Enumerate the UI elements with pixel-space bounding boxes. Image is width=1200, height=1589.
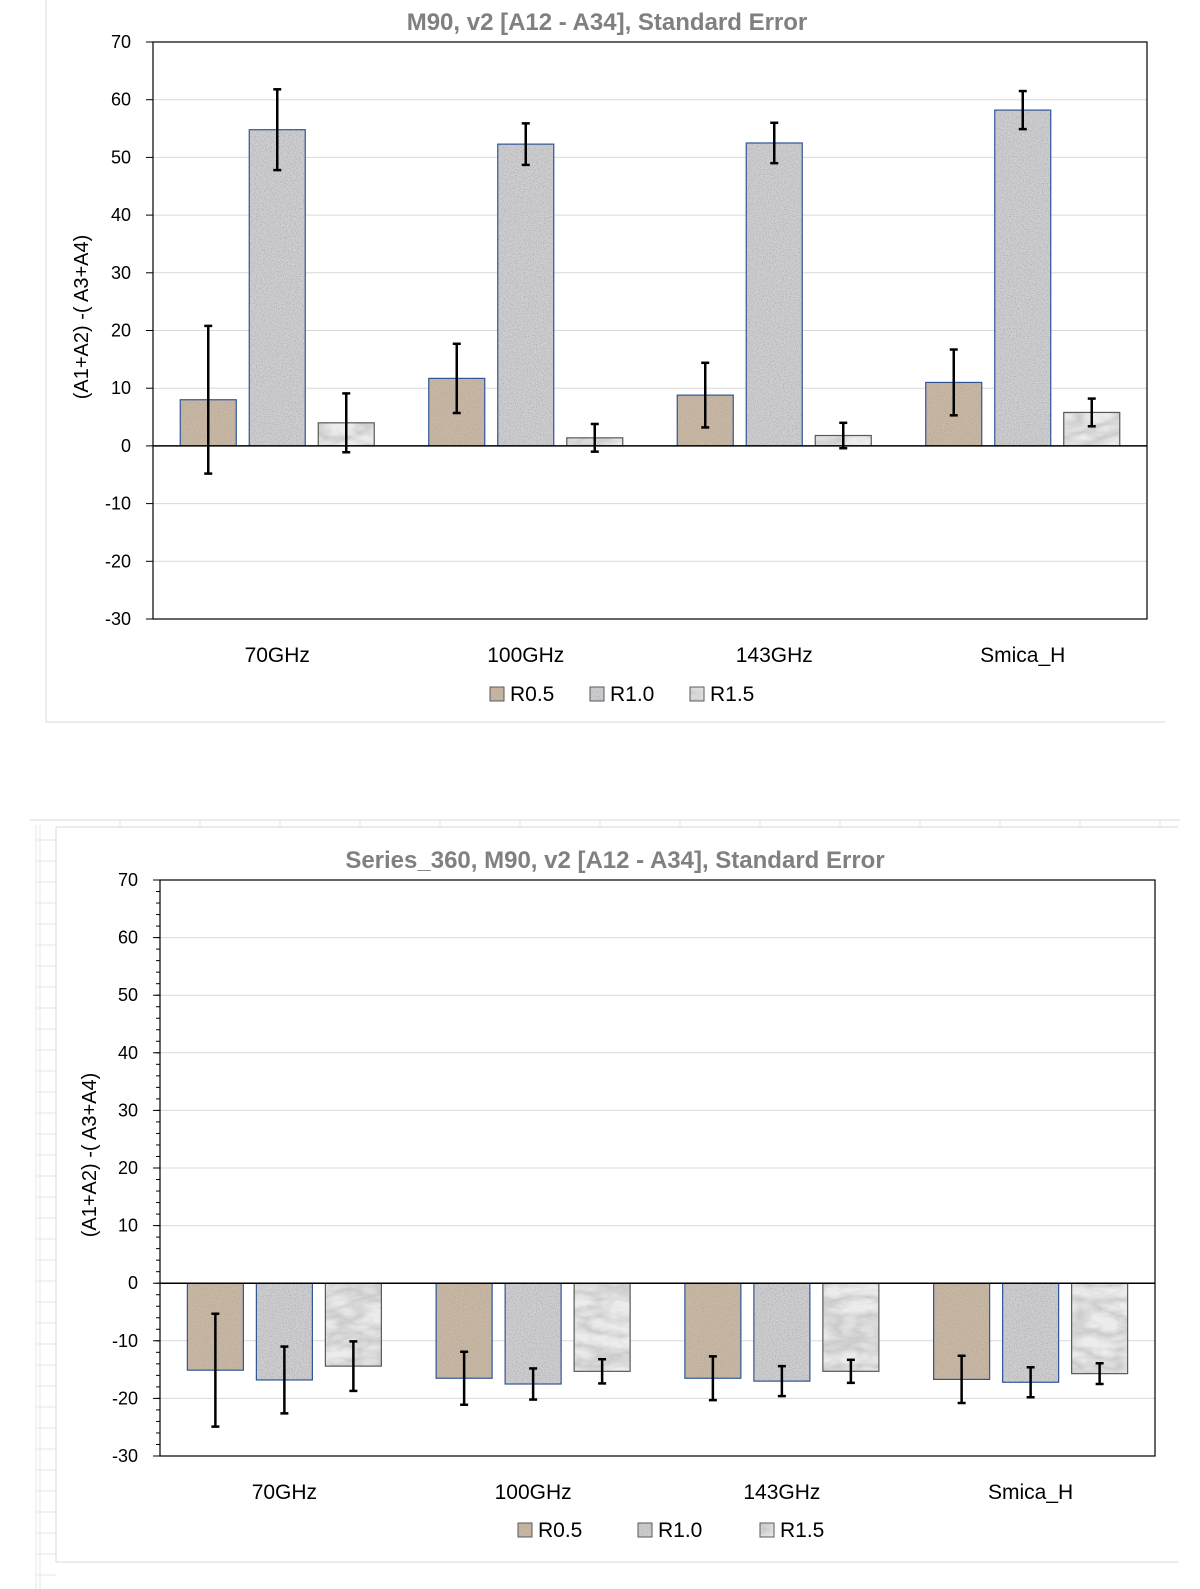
category-label: 70GHz [245, 644, 310, 667]
error-bar [521, 122, 530, 167]
bar-R10-143GHz [753, 1283, 810, 1382]
y-tick-label: 0 [121, 436, 131, 456]
legend-swatch [760, 1523, 774, 1537]
error-bar [701, 361, 710, 429]
y-tick-label: 60 [111, 90, 131, 110]
y-tick-label: 50 [111, 147, 131, 167]
bar-R15-Smica_H [1071, 1283, 1128, 1374]
error-bar [280, 1345, 289, 1415]
error-bar [1095, 1362, 1104, 1386]
error-bar [949, 348, 958, 417]
error-bar [460, 1350, 469, 1406]
legend-swatch-outline [689, 686, 705, 702]
error-bar [839, 421, 848, 450]
legend-swatch-outline [517, 1522, 533, 1538]
y-tick-label: -30 [105, 609, 131, 629]
bar-R15-100GHz [574, 1283, 631, 1372]
legend-swatch [490, 687, 504, 701]
legend-label: R1.0 [658, 1519, 702, 1542]
error-bar [452, 342, 461, 415]
error-bar [1087, 397, 1096, 428]
legend-swatch [590, 687, 604, 701]
chart-1-title: M90, v2 [A12 - A34], Standard Error [407, 9, 808, 36]
error-bar [590, 422, 599, 453]
y-tick-label: 70 [118, 870, 138, 890]
error-bar [846, 1358, 855, 1385]
legend-label: R0.5 [538, 1519, 582, 1542]
y-tick-label: 30 [111, 263, 131, 283]
y-tick-label: -10 [105, 494, 131, 514]
category-label: Smica_H [988, 1481, 1073, 1504]
error-bar [770, 121, 779, 165]
legend-label: R0.5 [510, 683, 554, 706]
error-bar [349, 1340, 358, 1393]
category-label: 100GHz [495, 1481, 572, 1504]
legend-swatch-outline [489, 686, 505, 702]
legend-label: R1.0 [610, 683, 654, 706]
y-tick-label: -30 [112, 1446, 138, 1466]
category-label: 100GHz [487, 644, 564, 667]
legend-swatch [518, 1523, 532, 1537]
y-tick-label: 50 [118, 985, 138, 1005]
bar-R10-Smica_H [1002, 1283, 1059, 1383]
chart-1-ylabel: (A1+A2) -( A3+A4) [71, 235, 93, 400]
legend-swatch-outline [637, 1522, 653, 1538]
y-tick-label: 20 [111, 321, 131, 341]
chart-1: M90, v2 [A12 - A34], Standard Error (A1+… [71, 9, 1148, 706]
error-bar [273, 88, 282, 172]
legend-swatch [690, 687, 704, 701]
bar-R10-Smica_H [994, 110, 1051, 446]
y-tick-label: -20 [112, 1388, 138, 1408]
error-bar [342, 392, 351, 454]
y-tick-label: 0 [128, 1273, 138, 1293]
y-tick-label: 20 [118, 1158, 138, 1178]
y-tick-label: 10 [111, 378, 131, 398]
y-tick-label: 70 [111, 32, 131, 52]
y-tick-label: 40 [118, 1043, 138, 1063]
error-bar [1026, 1366, 1035, 1399]
error-bar [204, 324, 213, 475]
error-bar [1018, 89, 1027, 131]
error-bar [211, 1312, 220, 1428]
y-tick-label: 60 [118, 928, 138, 948]
bar-R10-143GHz [746, 142, 803, 446]
y-tick-label: 40 [111, 205, 131, 225]
category-label: 143GHz [736, 644, 813, 667]
category-label: Smica_H [980, 644, 1065, 667]
bar-R10-70GHz [249, 129, 306, 446]
legend-label: R1.5 [710, 683, 754, 706]
legend-swatch [638, 1523, 652, 1537]
legend-swatch-outline [589, 686, 605, 702]
chart-1-ylabel-group: (A1+A2) -( A3+A4) [71, 235, 93, 400]
error-bar [777, 1364, 786, 1398]
bar-R15-143GHz [822, 1283, 879, 1372]
category-label: 70GHz [252, 1481, 317, 1504]
y-tick-label: -10 [112, 1331, 138, 1351]
error-bar [957, 1354, 966, 1405]
chart-frame-1 [45, 0, 1165, 723]
bar-R10-100GHz [497, 144, 554, 446]
error-bar [708, 1355, 717, 1402]
legend-label: R1.5 [780, 1519, 824, 1542]
chart-2-ylabel: (A1+A2) -( A3+A4) [79, 1073, 101, 1238]
chart-2-ylabel-group: (A1+A2) -( A3+A4) [79, 1073, 101, 1238]
chart-2: Series_360, M90, v2 [A12 - A34], Standar… [79, 847, 1156, 1542]
chart-frame-2 [30, 819, 1180, 1589]
y-tick-label: 30 [118, 1100, 138, 1120]
y-tick-label: 10 [118, 1216, 138, 1236]
category-label: 143GHz [743, 1481, 820, 1504]
y-tick-label: -20 [105, 551, 131, 571]
error-bar [529, 1367, 538, 1401]
error-bar [598, 1357, 607, 1385]
chart-2-title: Series_360, M90, v2 [A12 - A34], Standar… [345, 847, 884, 874]
legend-swatch-outline [759, 1522, 775, 1538]
